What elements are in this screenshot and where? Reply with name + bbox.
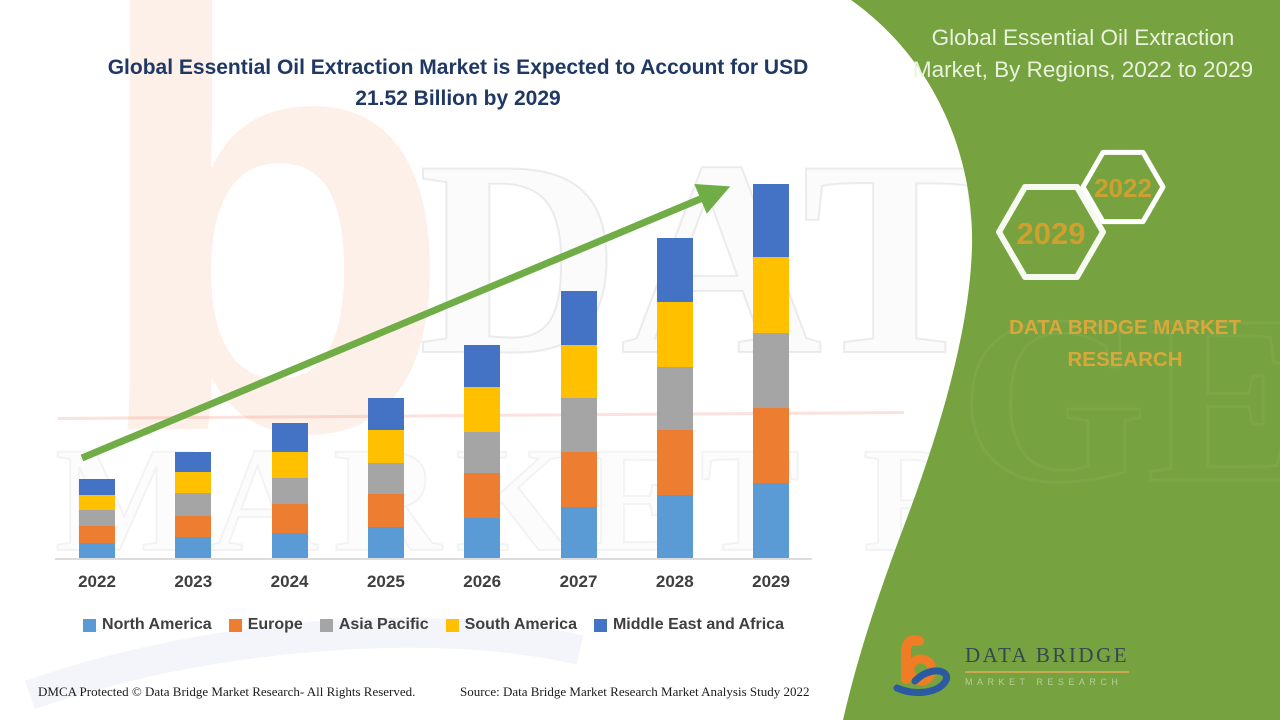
hexagon-2022 (1080, 149, 1166, 225)
bar-segment-europe (753, 408, 790, 484)
hexagon-2029-label: 2029 (1016, 216, 1086, 251)
company-logo: DATA BRIDGE MARKET RESEARCH (893, 633, 1130, 697)
legend-label: South America (464, 616, 577, 633)
bar-segment-middle-east-and-africa (753, 184, 790, 258)
legend-label: Middle East and Africa (612, 616, 784, 633)
x-axis-label-2023: 2023 (174, 572, 213, 591)
legend-label: Asia Pacific (338, 616, 429, 633)
legend-swatch (228, 618, 242, 632)
legend-label: North America (102, 616, 212, 633)
bar-segment-europe (367, 494, 404, 528)
stacked-bar-2022 (79, 479, 115, 558)
chart-title-line2: 21.52 Billion by 2029 (355, 87, 561, 110)
x-axis-label-2026: 2026 (463, 572, 502, 591)
bar-segment-europe (464, 473, 501, 519)
x-axis-label-2028: 2028 (655, 572, 694, 591)
hexagon-2022-label: 2022 (1094, 173, 1152, 203)
bar-segment-asia-pacific (79, 510, 115, 526)
hexagon-2029 (996, 184, 1106, 280)
bar-segment-north-america (560, 506, 597, 558)
chart-title: Global Essential Oil Extraction Market i… (40, 52, 876, 114)
bar-segment-north-america (367, 527, 404, 558)
bar-segment-north-america (175, 537, 212, 558)
bar-segment-south-america (753, 257, 790, 334)
panel-brand-text: DATA BRIDGE MARKET RESEARCH (1009, 316, 1241, 371)
legend-item-middle-east-and-africa: Middle East and Africa (593, 616, 784, 634)
bar-segment-asia-pacific (367, 463, 404, 495)
legend-item-north-america: North America (83, 616, 212, 634)
bar-segment-north-america (753, 483, 790, 558)
legend-item-asia-pacific: Asia Pacific (319, 616, 429, 634)
bar-segment-north-america (464, 518, 501, 558)
bar-segment-north-america (79, 543, 115, 558)
footer-dmca-text: DMCA Protected © Data Bridge Market Rese… (38, 684, 416, 699)
bar-segment-south-america (79, 494, 115, 511)
bar-segment-north-america (271, 532, 308, 558)
x-axis-label-2022: 2022 (78, 572, 116, 591)
bar-segment-middle-east-and-africa (79, 479, 115, 495)
stacked-bar-2029 (753, 184, 790, 558)
bar-segment-south-america (175, 471, 212, 493)
logo-subtitle: MARKET RESEARCH (965, 677, 1123, 687)
legend-item-south-america: South America (445, 616, 577, 634)
bar-segment-europe (79, 525, 115, 544)
side-panel-title: Global Essential Oil Extraction Market, … (893, 22, 1273, 86)
x-axis-label-2029: 2029 (752, 572, 790, 591)
legend-swatch (593, 618, 607, 632)
panel-watermark-letters: GE (960, 266, 1280, 532)
bar-segment-asia-pacific (271, 478, 308, 504)
x-axis-label-2025: 2025 (366, 572, 405, 591)
legend-label: Europe (247, 616, 303, 633)
footer-source-text: Source: Data Bridge Market Research Mark… (460, 684, 810, 699)
side-panel-shape (843, 0, 1280, 720)
bar-segment-europe (271, 503, 308, 533)
legend-swatch (83, 618, 97, 632)
side-panel-title-line2: Market, By Regions, 2022 to 2029 (912, 57, 1254, 82)
company-logo-text: DATA BRIDGE MARKET RESEARCH (965, 643, 1130, 687)
bar-segment-north-america (656, 495, 693, 558)
chart-legend: North America Europe Asia Pacific South Ame… (55, 616, 812, 634)
bar-segment-europe (175, 515, 212, 538)
legend-item-europe: Europe (228, 616, 303, 634)
side-panel-title-line1: Global Essential Oil Extraction (931, 25, 1235, 50)
bar-segment-asia-pacific (175, 492, 212, 516)
stacked-bar-2023 (175, 451, 212, 558)
company-logo-mark (893, 635, 951, 697)
chart-title-line1: Global Essential Oil Extraction Market i… (107, 56, 809, 79)
x-axis-label-2024: 2024 (270, 572, 309, 591)
legend-swatch (319, 618, 333, 632)
bar-segment-asia-pacific (753, 333, 790, 409)
legend-swatch (445, 618, 459, 632)
logo-name: DATA BRIDGE (965, 643, 1130, 673)
x-axis-label-2027: 2027 (559, 572, 598, 591)
